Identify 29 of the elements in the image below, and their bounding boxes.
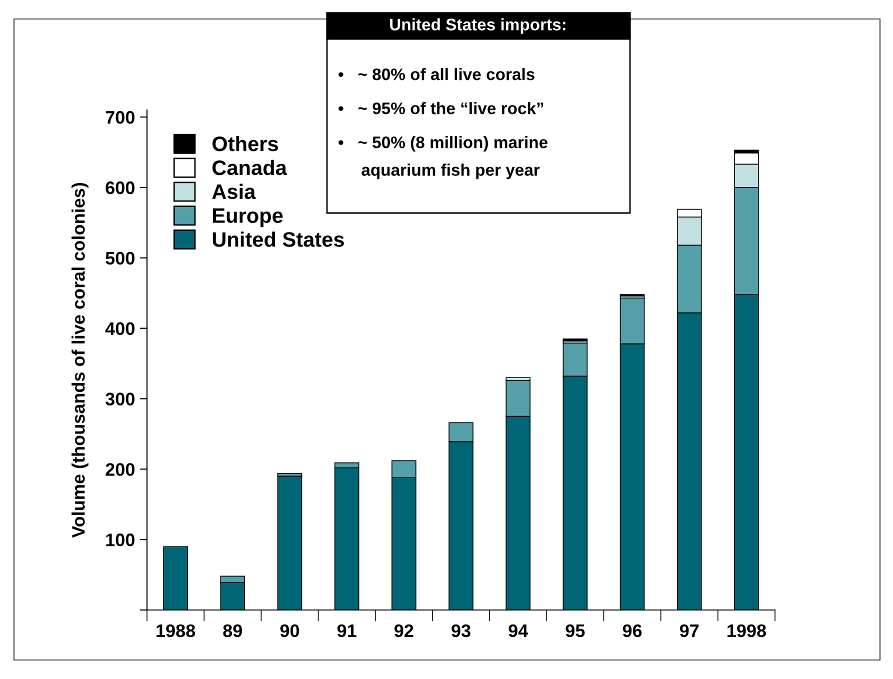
annotation: • ~ 50% (8 million) marine aquarium fish per year bbox=[338, 136, 548, 180]
x-tick-label: 1998 bbox=[728, 624, 766, 638]
y-axis-title: Volume (thousands of live coral colonies) bbox=[72, 182, 88, 538]
x-tick-label: 1988 bbox=[156, 624, 196, 638]
annotation: • ~ 95% of the “live rock” bbox=[338, 102, 544, 114]
x-tick-label: 91 bbox=[337, 624, 356, 638]
x-tick-label: 89 bbox=[223, 624, 242, 638]
x-tick-label: 95 bbox=[566, 624, 585, 638]
legend-label: Canada bbox=[212, 160, 288, 176]
legend-label: Asia bbox=[212, 184, 256, 200]
text: • ~ 80% of all live corals bbox=[338, 68, 534, 80]
bar bbox=[562, 338, 588, 342]
x-tick-label: 93 bbox=[452, 624, 470, 638]
y-tick-label: 300 bbox=[105, 392, 134, 406]
text: United States imports: bbox=[390, 18, 566, 34]
legend-label: Europe bbox=[213, 208, 283, 228]
y-tick-label: 100 bbox=[106, 534, 134, 546]
x-tick-label: 96 bbox=[622, 624, 642, 638]
y-tick-label: 200 bbox=[106, 463, 134, 476]
y-tick-label: 400 bbox=[105, 322, 134, 336]
legend-label: United States bbox=[212, 232, 344, 247]
y-tick-label: 500 bbox=[106, 252, 134, 265]
y-tick-label: 600 bbox=[106, 181, 134, 194]
y-tick-label: 700 bbox=[106, 110, 134, 124]
x-tick-label: 97 bbox=[680, 624, 699, 638]
x-tick-label: 94 bbox=[508, 624, 528, 638]
x-tick-label: 92 bbox=[394, 624, 414, 638]
x-tick-label: 90 bbox=[280, 624, 300, 638]
legend-label: Others bbox=[212, 136, 278, 152]
